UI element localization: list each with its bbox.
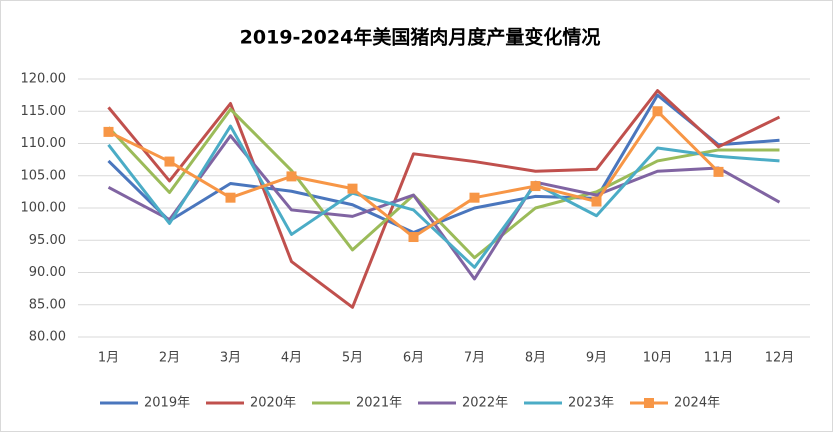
x-tick-label: 4月 (281, 351, 302, 366)
y-tick-label: 120.00 (21, 72, 67, 87)
x-tick-label: 3月 (220, 351, 241, 366)
series-line (107, 124, 780, 269)
legend-label: 2022年 (462, 396, 508, 411)
x-tick-label: 6月 (403, 351, 424, 366)
point-marker (347, 183, 358, 194)
legend-label: 2019年 (144, 396, 190, 411)
legend-marker (644, 398, 654, 408)
legend-label: 2024年 (674, 396, 720, 411)
point-marker (652, 106, 663, 117)
legend-label: 2021年 (356, 396, 402, 411)
point-marker (530, 181, 541, 192)
y-tick-label: 90.00 (29, 265, 66, 280)
x-tick-label: 9月 (586, 351, 607, 366)
x-tick-label: 1月 (98, 351, 119, 366)
chart-title: 2019-2024年美国猪肉月度产量变化情况 (240, 26, 601, 49)
x-tick-label: 8月 (525, 351, 546, 366)
series-line (107, 107, 780, 260)
x-tick-label: 10月 (643, 351, 673, 366)
x-tick-label: 7月 (464, 351, 485, 366)
x-tick-label: 2月 (159, 351, 180, 366)
point-marker (164, 156, 175, 167)
x-tick-label: 12月 (765, 351, 795, 366)
y-tick-label: 80.00 (29, 330, 66, 345)
y-tick-label: 110.00 (21, 136, 67, 151)
x-tick-label: 5月 (342, 351, 363, 366)
y-tick-label: 95.00 (29, 233, 66, 248)
series-line (107, 89, 781, 309)
point-marker (408, 232, 419, 243)
x-tick-label: 11月 (704, 351, 734, 366)
point-marker (469, 192, 480, 203)
legend-label: 2023年 (568, 396, 614, 411)
y-tick-label: 105.00 (21, 168, 67, 183)
point-marker (591, 196, 602, 207)
y-tick-label: 100.00 (21, 201, 67, 216)
point-marker (713, 166, 724, 177)
series-line (107, 93, 780, 235)
point-marker (103, 126, 114, 137)
y-tick-label: 85.00 (29, 297, 66, 312)
point-marker (286, 171, 297, 182)
y-tick-label: 115.00 (21, 104, 67, 119)
point-marker (225, 192, 236, 203)
legend-label: 2020年 (250, 396, 296, 411)
